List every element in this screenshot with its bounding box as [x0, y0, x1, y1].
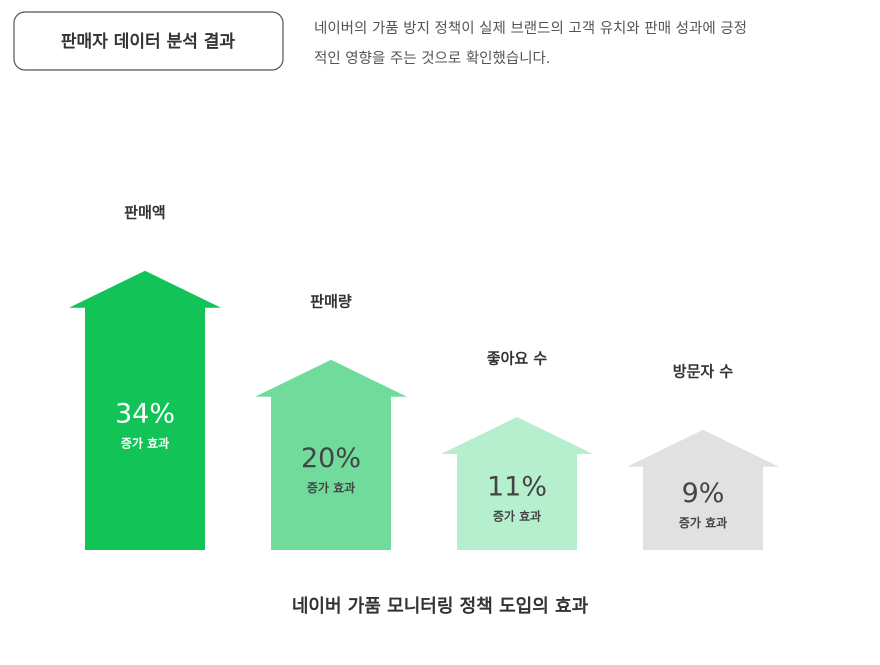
category-label: 방문자 수 [673, 362, 734, 380]
description-line: 적인 영향을 주는 것으로 확인했습니다. [314, 50, 550, 67]
value-sublabel: 증가 효과 [307, 480, 355, 495]
arrow-bar [69, 270, 221, 550]
description-line: 네이버의 가품 방지 정책이 실제 브랜드의 고객 유치와 판매 성과에 긍정 [314, 20, 747, 37]
value-sublabel: 증가 효과 [121, 435, 169, 450]
value-sublabel: 증가 효과 [679, 515, 727, 530]
arrow-bar [627, 429, 779, 550]
value-sublabel: 증가 효과 [493, 509, 541, 524]
category-label: 판매액 [124, 203, 165, 221]
category-label: 좋아요 수 [487, 350, 548, 368]
category-label: 판매량 [310, 292, 352, 310]
arrow-bar [255, 359, 407, 550]
value-label: 11% [487, 472, 547, 503]
value-label: 20% [301, 443, 361, 474]
badge-box [13, 11, 284, 71]
chart-caption: 네이버 가품 모니터링 정책 도입의 효과 [292, 595, 589, 617]
badge-text: 판매자 데이터 분석 결과 [61, 32, 236, 52]
arrow-bar [441, 417, 593, 550]
value-label: 34% [115, 398, 175, 429]
value-label: 9% [682, 478, 725, 509]
